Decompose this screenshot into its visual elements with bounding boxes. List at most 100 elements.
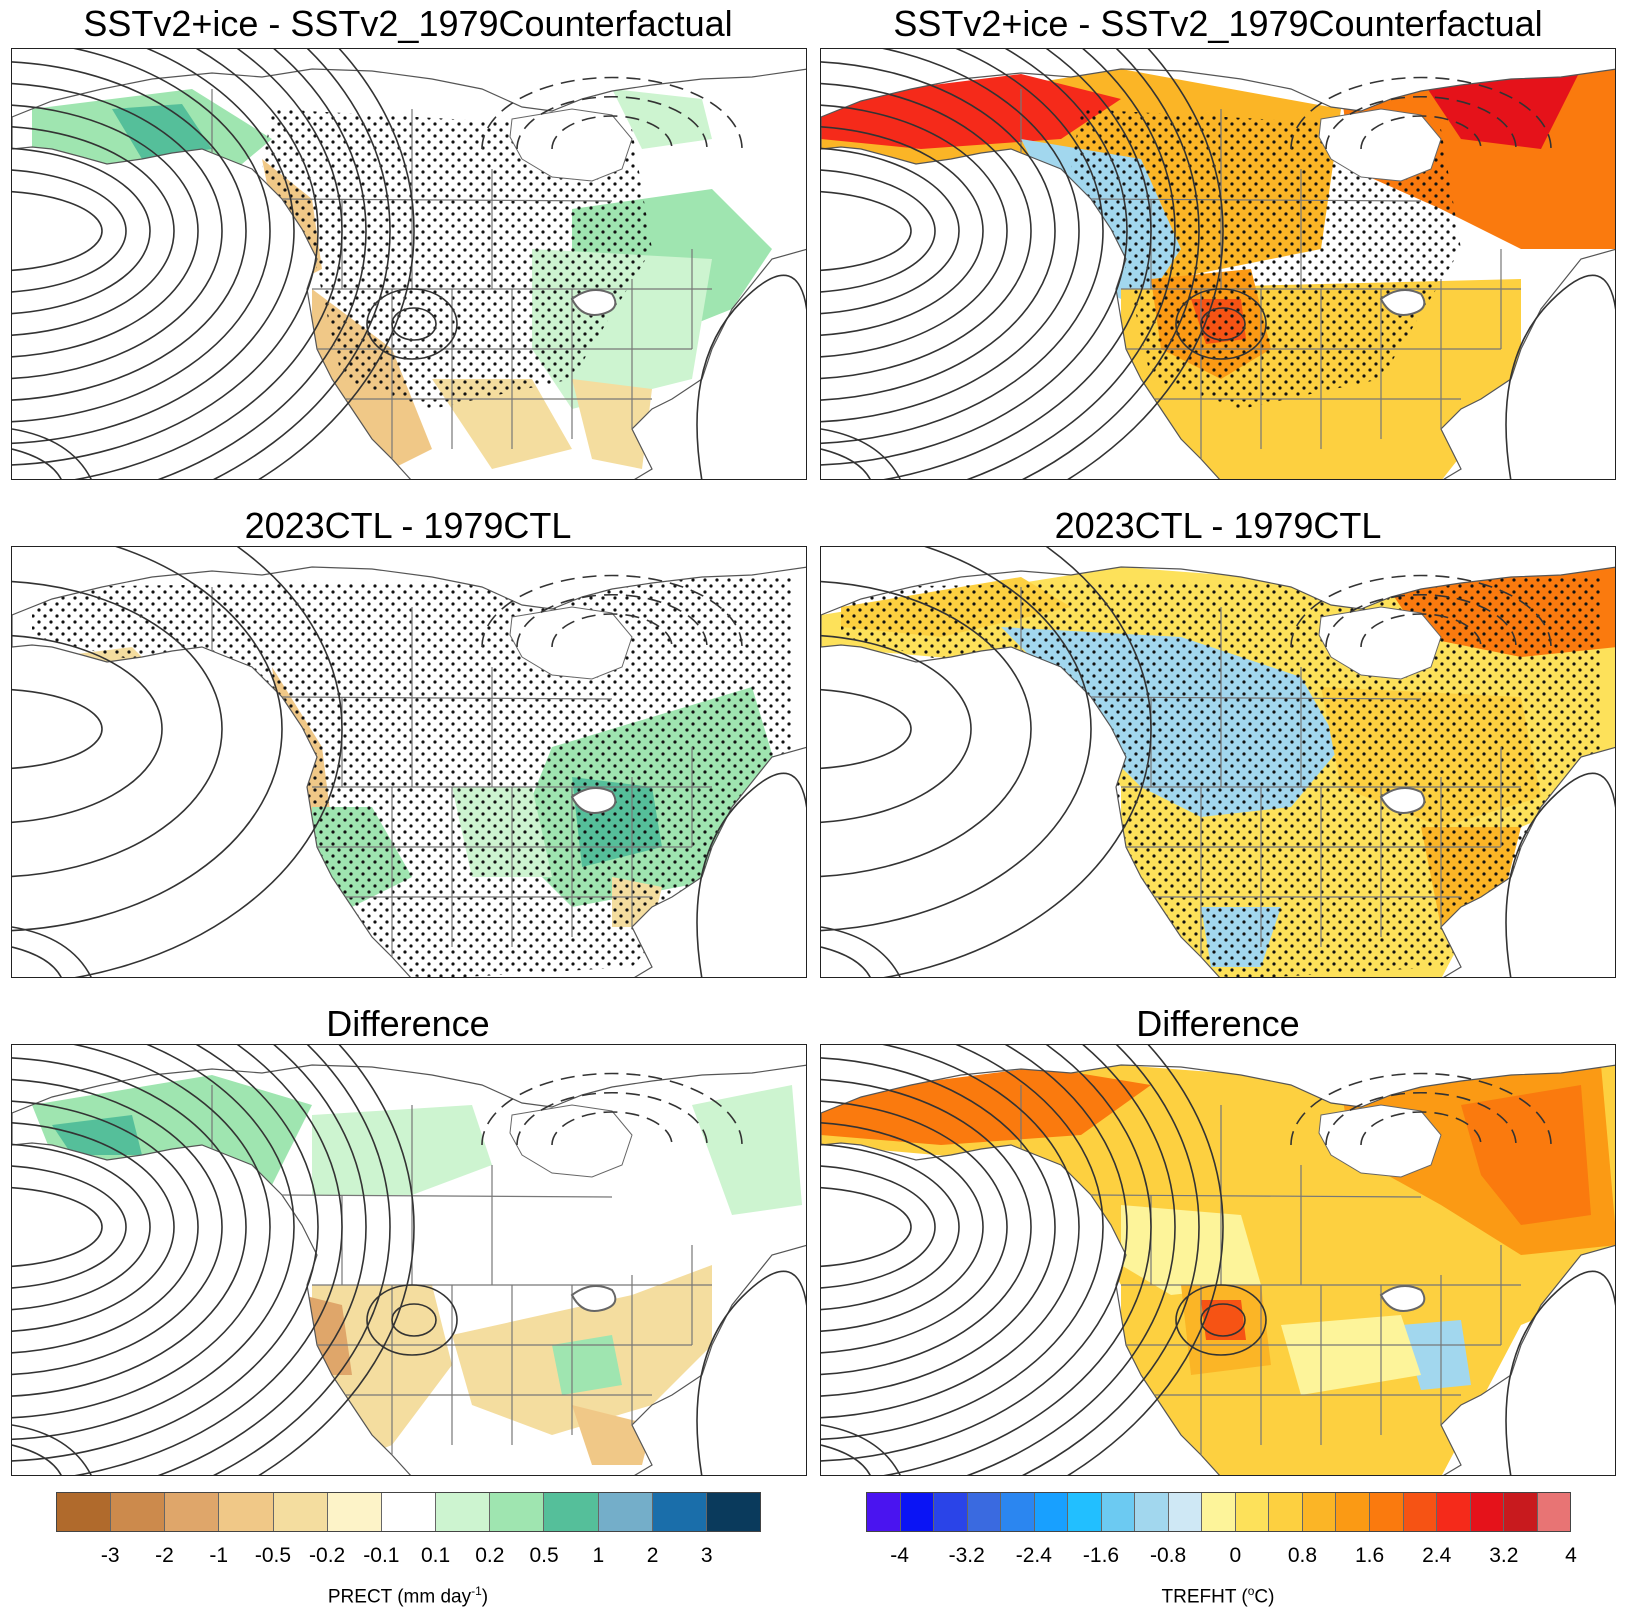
coastline (821, 566, 1615, 977)
hudson-bay (1318, 108, 1442, 182)
contour-line-dashed (481, 1072, 743, 1146)
colorbar-temp-cell (1470, 1493, 1505, 1531)
contour-line (1021, 49, 1200, 479)
great-lakes (570, 1285, 617, 1312)
colorbar-precip (56, 1492, 761, 1532)
colorbar-temp-tick: -4 (890, 1544, 909, 1567)
contour-line (12, 688, 103, 770)
map-temp-ctl (821, 547, 1615, 977)
map-panel-temp-sst (820, 48, 1616, 480)
colorbar-temp-tick: -1.6 (1082, 1544, 1120, 1567)
contour-line (883, 1045, 1152, 1475)
contour-line (391, 1303, 437, 1337)
colorbar-precip-cell (219, 1493, 274, 1531)
shaded-region (1421, 69, 1581, 149)
contour-line (821, 82, 1032, 380)
contour-line (821, 634, 972, 824)
contour-line (12, 61, 247, 401)
colorbar-precip-tick: -1 (209, 1544, 229, 1567)
contour-line (12, 1045, 295, 1441)
contour-line (883, 547, 1152, 977)
contour-line (12, 634, 163, 824)
contour-line (821, 1165, 936, 1289)
colorbar-temp-tick: 0.8 (1287, 1544, 1318, 1567)
contour-line (821, 1186, 912, 1268)
political-borders (211, 587, 712, 977)
contour-line (696, 1270, 806, 1475)
contour-line-dashed (1290, 574, 1552, 648)
colorbar-temp-tick: 3.2 (1489, 1544, 1519, 1567)
contour-line (696, 772, 806, 977)
contour-line-dashed (516, 593, 708, 648)
contour-lines (821, 49, 1224, 479)
contour-line (212, 1045, 391, 1475)
panel-title-precip-diff: Difference (326, 1003, 490, 1044)
great-lakes (1379, 289, 1426, 316)
map-precip-diff (12, 1045, 806, 1475)
map-panel-precip-sst (11, 48, 807, 480)
colorbar-temp-cell (1437, 1493, 1471, 1531)
contour-lines-negative (481, 76, 743, 150)
shading-layer (821, 567, 1615, 977)
colorbar-temp-cell (967, 1493, 1002, 1531)
contour-line (821, 190, 912, 272)
colorbar-temp-cell (900, 1493, 935, 1531)
contour-lines (821, 547, 1152, 977)
colorbar-precip-tick: -3 (100, 1544, 120, 1567)
contour-line (821, 1444, 871, 1475)
contour-line (212, 49, 391, 479)
contour-line (821, 1424, 901, 1475)
shaded-region (1201, 1300, 1246, 1340)
border-line (281, 1194, 613, 1198)
colorbar-temp-tick: 0 (1229, 1544, 1242, 1567)
border-line (281, 696, 613, 700)
hudson-bay (1318, 1104, 1442, 1178)
contour-line (821, 104, 1008, 358)
hudson-bay (509, 1104, 633, 1178)
contour-line (12, 1078, 223, 1376)
contour-line-dashed (1325, 95, 1517, 150)
contour-line (821, 169, 936, 293)
contour-line (821, 1122, 984, 1332)
colorbar-temp-cell (1001, 1493, 1035, 1531)
map-panel-temp-diff (820, 1044, 1616, 1476)
contour-line (12, 1143, 151, 1311)
contour-lines (12, 547, 343, 977)
colorbar-temp-cell (1034, 1493, 1069, 1531)
contour-line (1200, 1303, 1246, 1337)
map-precip-sst (12, 49, 806, 479)
colorbar-precip-tick: -0.2 (309, 1544, 346, 1567)
contour-line (821, 448, 871, 479)
coastline (12, 566, 806, 977)
contour-line-dashed (1360, 1111, 1482, 1146)
contour-line (366, 288, 458, 360)
colorbar-precip-label: PRECT (mm day-1) (327, 1584, 489, 1608)
colorbar-temp (866, 1492, 1571, 1532)
contour-line (821, 428, 901, 479)
shaded-region (1281, 1315, 1421, 1395)
contour-line (12, 49, 271, 423)
colorbar-precip-tick: -0.1 (363, 1544, 400, 1567)
contour-line-dashed (551, 613, 673, 648)
great-lakes (1379, 787, 1426, 814)
colorbar-temp-cell (1235, 1493, 1270, 1531)
panel-title-temp-diff: Difference (1136, 1003, 1300, 1044)
contour-line (821, 1057, 1056, 1397)
contour-line (696, 274, 806, 479)
colorbar-temp-cell (1302, 1493, 1337, 1531)
great-lakes (570, 787, 617, 814)
colorbar-temp-cell (1369, 1493, 1404, 1531)
contour-line (12, 1186, 103, 1268)
contour-line (1505, 1270, 1615, 1475)
contour-line (366, 1284, 458, 1356)
contour-line (1200, 307, 1246, 341)
coastline (821, 68, 1615, 479)
colorbar-precip-cell (544, 1493, 599, 1531)
contour-line (12, 1424, 92, 1475)
contour-line (821, 926, 901, 977)
shaded-region (1461, 1085, 1591, 1225)
contour-line (12, 1057, 247, 1397)
colorbar-precip-cell (165, 1493, 220, 1531)
contour-lines-negative (1290, 1072, 1552, 1146)
map-panel-precip-diff (11, 1044, 807, 1476)
